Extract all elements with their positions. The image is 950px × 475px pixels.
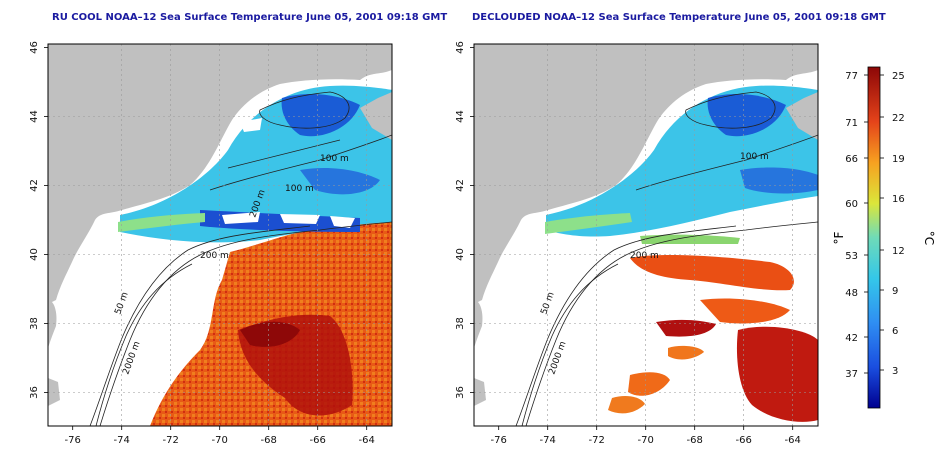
x-tick-label: -70 bbox=[638, 435, 654, 446]
left-contour-label: 100 m bbox=[285, 184, 314, 194]
colorbar-c-tick: 9 bbox=[892, 286, 898, 297]
y-tick-label: 36 bbox=[455, 386, 466, 399]
right-contour-label: 200 m bbox=[630, 251, 659, 261]
axis-labels: -76 -74 -72 -70 -68 -66 -64 -76 -74 -72 … bbox=[29, 41, 801, 446]
x-tick-label: -66 bbox=[310, 435, 326, 446]
left-map: 100 m 100 m 200 m 50 m 2000 m 200 m bbox=[47, 43, 393, 427]
colorbar-c-tick: 19 bbox=[892, 154, 905, 165]
x-tick-label: -66 bbox=[736, 435, 752, 446]
colorbar-f-tick: 66 bbox=[845, 154, 858, 165]
colorbar-c-tick: 16 bbox=[892, 194, 905, 205]
colorbar-gradient bbox=[867, 66, 881, 409]
y-tick-label: 36 bbox=[29, 386, 40, 399]
left-grid bbox=[48, 44, 392, 426]
colorbar-f-tick: 77 bbox=[845, 71, 858, 82]
x-tick-label: -70 bbox=[212, 435, 228, 446]
y-tick-label: 42 bbox=[29, 179, 40, 192]
colorbar-c-tick: 12 bbox=[892, 246, 905, 257]
left-contour-label: 200 m bbox=[200, 251, 229, 261]
y-tick-label: 44 bbox=[455, 110, 466, 123]
right-land bbox=[474, 44, 818, 304]
left-land bbox=[48, 44, 392, 304]
colorbar-c-tick: 6 bbox=[892, 326, 898, 337]
colorbar-f-tick: 60 bbox=[845, 199, 858, 210]
colorbar-f-tick: 48 bbox=[845, 288, 858, 299]
colorbar-f-tick: 71 bbox=[845, 118, 858, 129]
y-tick-label: 44 bbox=[29, 110, 40, 123]
x-tick-label: -64 bbox=[785, 435, 801, 446]
right-panel-title: DECLOUDED NOAA–12 Sea Surface Temperatur… bbox=[472, 12, 886, 23]
colorbar-c-tick: 22 bbox=[892, 113, 905, 124]
x-tick-label: -76 bbox=[65, 435, 81, 446]
right-contour-label: 100 m bbox=[740, 152, 769, 162]
x-tick-label: -74 bbox=[540, 435, 556, 446]
y-tick-label: 46 bbox=[29, 41, 40, 54]
colorbar-f-tick: 42 bbox=[845, 333, 858, 344]
colorbar-c-label: °C bbox=[922, 231, 936, 245]
y-tick-label: 42 bbox=[455, 179, 466, 192]
right-grid bbox=[474, 44, 818, 426]
colorbar: 77 71 66 60 53 48 42 37 25 22 19 16 12 9… bbox=[832, 66, 936, 409]
x-tick-label: -68 bbox=[261, 435, 277, 446]
colorbar-c-tick: 25 bbox=[892, 71, 905, 82]
y-tick-label: 46 bbox=[455, 41, 466, 54]
left-panel-title: RU COOL NOAA–12 Sea Surface Temperature … bbox=[52, 12, 448, 23]
left-contour-label: 100 m bbox=[320, 154, 349, 164]
y-tick-label: 38 bbox=[455, 317, 466, 330]
right-map: 100 m 200 m 50 m 2000 m bbox=[473, 43, 819, 427]
x-tick-label: -72 bbox=[589, 435, 605, 446]
x-tick-label: -68 bbox=[687, 435, 703, 446]
right-warm-patch bbox=[630, 255, 794, 291]
left-contours bbox=[89, 91, 392, 426]
x-tick-label: -72 bbox=[163, 435, 179, 446]
right-hot-patch bbox=[736, 326, 818, 422]
colorbar-f-tick: 53 bbox=[845, 251, 858, 262]
colorbar-f-tick: 37 bbox=[845, 369, 858, 380]
colorbar-c-tick: 3 bbox=[892, 366, 898, 377]
x-tick-label: -64 bbox=[359, 435, 375, 446]
x-tick-label: -74 bbox=[114, 435, 130, 446]
colorbar-f-label: °F bbox=[832, 231, 846, 244]
y-tick-label: 40 bbox=[455, 248, 466, 261]
x-tick-label: -76 bbox=[491, 435, 507, 446]
y-tick-label: 40 bbox=[29, 248, 40, 261]
y-tick-label: 38 bbox=[29, 317, 40, 330]
right-contours bbox=[515, 91, 818, 426]
